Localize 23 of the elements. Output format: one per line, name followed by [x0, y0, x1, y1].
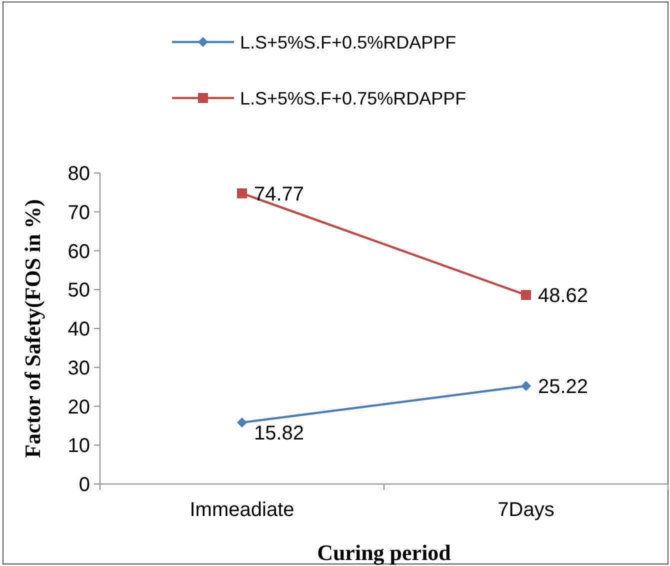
y-tick-label: 80 — [68, 163, 90, 185]
y-tick-label: 40 — [68, 318, 90, 340]
data-label: 15.82 — [254, 422, 304, 444]
x-axis-title: Curing period — [317, 540, 451, 565]
data-label: 48.62 — [538, 284, 588, 307]
point — [237, 418, 247, 428]
y-tick-label: 0 — [78, 474, 90, 496]
y-tick-label: 30 — [68, 357, 90, 380]
y-tick-label: 60 — [68, 240, 90, 263]
y-tick-label: 70 — [68, 202, 90, 224]
legend-label: L.S+5%S.F+0.5%RDAPPF — [240, 32, 456, 52]
point — [237, 188, 247, 198]
x-tick-label: 7Days — [498, 499, 554, 521]
y-tick-label: 10 — [68, 435, 90, 458]
point — [521, 290, 531, 300]
legend-label: L.S+5%S.F+0.75%RDAPPF — [240, 88, 466, 108]
y-tick-label: 50 — [68, 280, 90, 302]
data-label: 25.22 — [538, 376, 588, 398]
y-tick-label: 20 — [68, 396, 90, 418]
point — [521, 380, 531, 391]
x-tick-label: Immeadiate — [190, 499, 294, 521]
y-axis-title: Factor of Safety(FOS in %) — [20, 199, 45, 458]
data-label: 74.77 — [254, 183, 304, 206]
